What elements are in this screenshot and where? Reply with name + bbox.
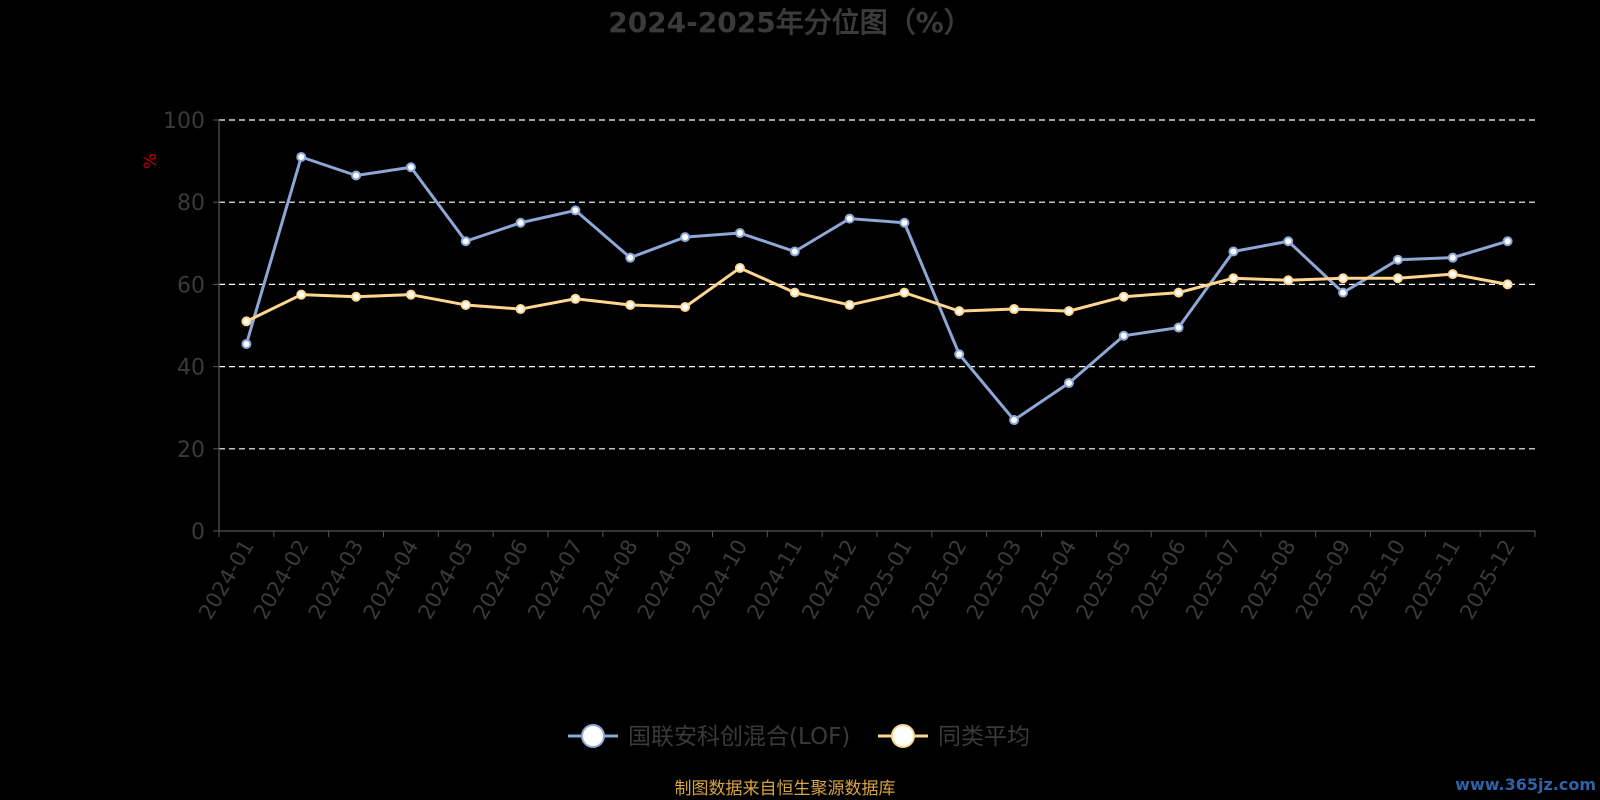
data-point: [625, 299, 636, 310]
data-point: [1338, 287, 1349, 298]
data-point: [734, 262, 745, 273]
chart-title: 2024-2025年分位图（%）: [608, 6, 972, 39]
legend-label: 同类平均: [938, 724, 1030, 750]
data-point: [570, 293, 581, 304]
data-point: [789, 246, 800, 257]
x-axis-ticks: 2024-012024-022024-032024-042024-052024-…: [194, 531, 1536, 624]
y-tick-label: 80: [177, 191, 205, 216]
data-point: [1447, 252, 1458, 263]
y-tick-label: 0: [191, 520, 205, 545]
data-point: [296, 151, 307, 162]
data-point: [1009, 415, 1020, 426]
legend-label: 国联安科创混合(LOF): [628, 724, 850, 750]
data-point: [1063, 306, 1074, 317]
y-tick-label: 60: [177, 273, 205, 298]
data-point: [296, 289, 307, 300]
data-point: [789, 287, 800, 298]
data-point: [1283, 236, 1294, 247]
data-point: [1173, 287, 1184, 298]
y-tick-label: 20: [177, 438, 205, 463]
legend-item-1[interactable]: 同类平均: [878, 724, 1030, 750]
data-point: [1338, 273, 1349, 284]
data-point: [680, 302, 691, 313]
series-1: [241, 262, 1513, 327]
data-point: [1009, 304, 1020, 315]
y-axis-unit-label: %: [141, 153, 161, 169]
y-axis-ticks: 0 20 40 60 80 100: [163, 109, 219, 545]
data-point: [1392, 273, 1403, 284]
data-point: [844, 299, 855, 310]
data-point: [351, 291, 362, 302]
data-point: [405, 289, 416, 300]
source-note: 制图数据来自恒生聚源数据库: [675, 779, 896, 799]
data-point: [680, 232, 691, 243]
y-tick-label: 100: [163, 109, 205, 134]
data-point: [1228, 246, 1239, 257]
data-point: [954, 306, 965, 317]
data-point: [1502, 236, 1513, 247]
data-point: [241, 316, 252, 327]
data-point: [734, 228, 745, 239]
data-point: [570, 205, 581, 216]
series-lines: [241, 151, 1513, 426]
y-tick-label: 40: [177, 356, 205, 381]
data-point: [899, 217, 910, 228]
data-point: [899, 287, 910, 298]
data-point: [625, 252, 636, 263]
gridlines: [219, 119, 1535, 450]
data-point: [405, 162, 416, 173]
data-point: [1173, 322, 1184, 333]
legend-marker-icon: [891, 724, 915, 748]
watermark: www.365jz.com: [1455, 775, 1596, 794]
series-line: [244, 155, 1509, 422]
data-point: [1283, 275, 1294, 286]
legend-marker-icon: [581, 724, 605, 748]
series-line: [245, 266, 1508, 323]
data-point: [515, 304, 526, 315]
series-0: [241, 151, 1513, 426]
data-point: [1118, 330, 1129, 341]
data-point: [954, 349, 965, 360]
legend-item-0[interactable]: 国联安科创混合(LOF): [568, 724, 850, 750]
data-point: [241, 338, 252, 349]
data-point: [1447, 269, 1458, 280]
data-point: [515, 217, 526, 228]
data-point: [1118, 291, 1129, 302]
data-point: [1392, 254, 1403, 265]
axes: [218, 120, 1535, 532]
data-point: [1502, 279, 1513, 290]
x-tick-label: 2025-12: [1455, 536, 1520, 624]
data-point: [1063, 378, 1074, 389]
data-point: [460, 236, 471, 247]
data-point: [460, 299, 471, 310]
data-point: [844, 213, 855, 224]
data-point: [1228, 273, 1239, 284]
data-point: [351, 170, 362, 181]
legend[interactable]: 国联安科创混合(LOF) 同类平均: [568, 724, 1030, 750]
